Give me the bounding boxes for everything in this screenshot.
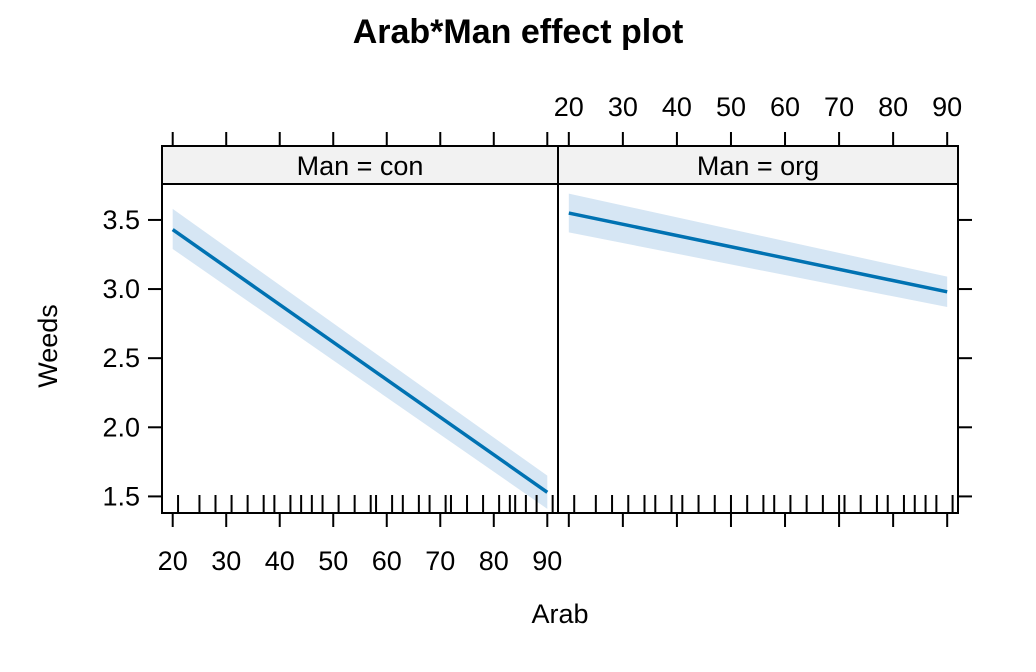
panels: Man = con 20 30 40 50 60 70 80 90 Man = org 20 30 40… (102, 92, 972, 576)
x-tick-label-top: 20 (554, 92, 584, 122)
y-tick-label: 1.5 (102, 481, 140, 511)
y-tick-label: 3.5 (102, 205, 140, 235)
rug (573, 495, 954, 513)
x-axis-label: Arab (531, 599, 588, 629)
fit-line (568, 211, 948, 294)
chart-title: Arab*Man effect plot (353, 13, 684, 51)
strip-label: Man = con (297, 151, 424, 181)
confidence-band (568, 193, 948, 308)
x-ticks: 20 30 40 50 60 70 80 90 (554, 92, 962, 527)
strip-label: Man = org (697, 151, 819, 181)
x-tick-label: 20 (158, 546, 188, 576)
x-tick-label: 50 (318, 546, 348, 576)
x-tick-label-top: 40 (662, 92, 692, 122)
x-tick-label-top: 90 (932, 92, 962, 122)
x-tick-label-top: 50 (716, 92, 746, 122)
y-axis: 1.5 2.0 2.5 3.0 3.5 (102, 205, 972, 511)
x-tick-label: 80 (479, 546, 509, 576)
x-tick-label-top: 30 (608, 92, 638, 122)
y-tick-label: 3.0 (102, 274, 140, 304)
x-tick-label-top: 80 (878, 92, 908, 122)
x-tick-label: 70 (425, 546, 455, 576)
x-ticks: 20 30 40 50 60 70 80 90 (158, 132, 562, 576)
x-tick-label: 60 (372, 546, 402, 576)
x-tick-label: 40 (265, 546, 295, 576)
fit-line (171, 228, 549, 494)
x-tick-label-top: 60 (770, 92, 800, 122)
x-tick-label: 30 (211, 546, 241, 576)
x-tick-label: 90 (532, 546, 562, 576)
y-axis-label: Weeds (33, 304, 63, 388)
x-tick-label-top: 70 (824, 92, 854, 122)
y-tick-label: 2.5 (102, 343, 140, 373)
panel-1: Man = con 20 30 40 50 60 70 80 90 (158, 132, 562, 576)
y-tick-label: 2.0 (102, 412, 140, 442)
panel-frame (557, 183, 959, 514)
rug (177, 495, 554, 513)
panel-2: Man = org 20 30 40 50 60 70 80 90 (554, 92, 962, 527)
strip (557, 145, 959, 185)
